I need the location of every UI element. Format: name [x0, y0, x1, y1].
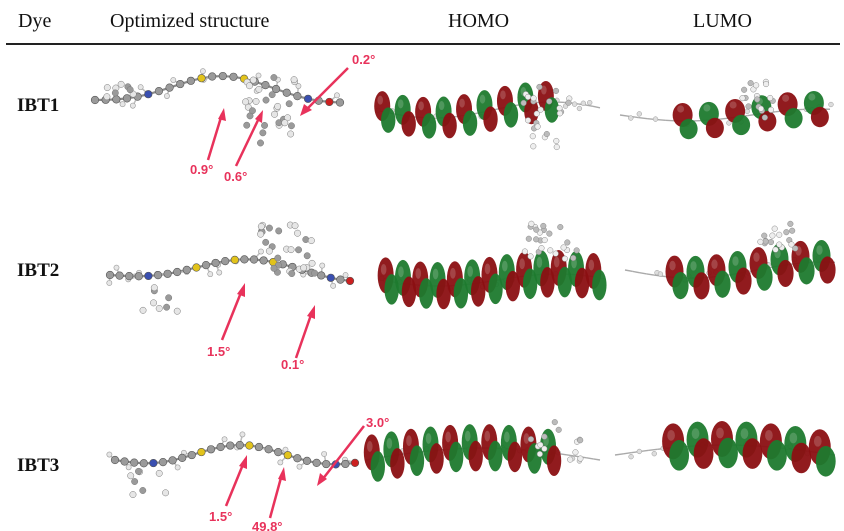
ibt2-homo-orbital [377, 220, 607, 310]
ibt3-homo-orbital [363, 419, 601, 482]
header-lumo: LUMO [693, 10, 752, 32]
header-homo: HOMO [448, 10, 510, 32]
dye-label-ibt1: IBT1 [17, 95, 60, 116]
ibt1-homo-orbital [374, 81, 601, 151]
ibt1-angle-annotations: 0.2° 0.9° 0.6° [190, 52, 375, 184]
row-ibt3: 3.0° 1.5° 49.8° [106, 415, 836, 531]
ibt2-angle-2: 0.1° [281, 357, 304, 370]
dye-label-ibt2: IBT2 [17, 260, 60, 281]
ibt3-angle-annotations: 3.0° 1.5° 49.8° [209, 415, 389, 531]
ibt2-angle-annotations: 1.5° 0.1° [207, 283, 315, 370]
ibt1-angle-1: 0.2° [352, 52, 375, 67]
ibt2-optimized-structure [105, 221, 355, 315]
header-rule [6, 43, 840, 45]
ibt2-angle-1: 1.5° [207, 344, 230, 359]
header-dye: Dye [18, 10, 52, 32]
ibt2-lumo-orbital [624, 220, 836, 300]
ibt3-angle-1: 3.0° [366, 415, 389, 430]
row-ibt1: 0.2° 0.9° 0.6° [90, 52, 834, 184]
dye-label-ibt3: IBT3 [17, 455, 60, 476]
ibt3-optimized-structure [106, 431, 360, 499]
ibt1-angle-2: 0.9° [190, 162, 213, 177]
header-optimized-structure: Optimized structure [110, 10, 270, 32]
row-ibt2: 1.5° 0.1° [105, 220, 836, 370]
ibt1-lumo-orbital [619, 78, 834, 140]
ibt3-angle-2: 1.5° [209, 509, 232, 524]
ibt1-optimized-structure [90, 68, 345, 147]
ibt1-angle-3: 0.6° [224, 169, 247, 184]
ibt3-lumo-orbital [614, 421, 836, 477]
ibt3-angle-3: 49.8° [252, 519, 283, 531]
